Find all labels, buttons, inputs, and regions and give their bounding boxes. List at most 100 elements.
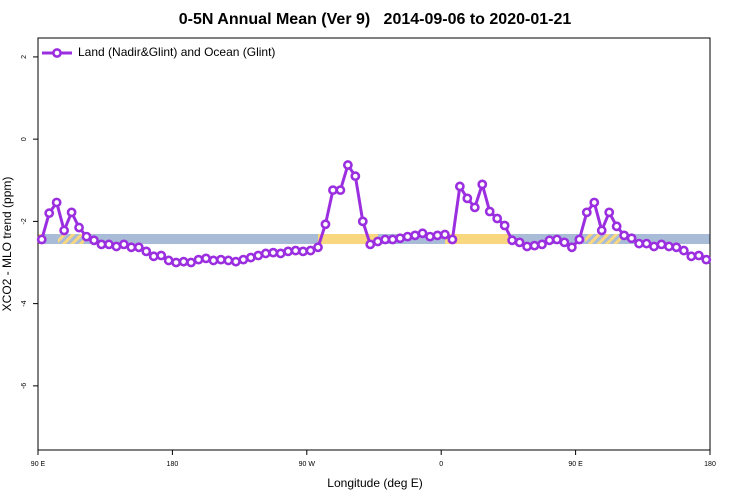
point	[395, 233, 406, 244]
legend-label: Land (Nadir&Glint) and Ocean (Glint)	[78, 45, 275, 59]
point	[126, 242, 137, 253]
point	[537, 239, 547, 250]
point	[141, 246, 152, 257]
point	[701, 254, 712, 265]
point	[417, 228, 428, 239]
point	[305, 245, 316, 256]
point	[432, 230, 443, 241]
point	[626, 233, 637, 244]
point	[163, 255, 174, 266]
point	[320, 219, 331, 230]
point	[133, 242, 144, 253]
point	[238, 254, 249, 265]
point	[268, 247, 279, 258]
point	[552, 234, 562, 245]
point	[89, 235, 99, 246]
point	[619, 230, 630, 241]
point	[118, 239, 129, 250]
point	[253, 250, 264, 261]
point	[544, 235, 555, 246]
point	[529, 240, 540, 251]
point	[499, 220, 510, 231]
point	[447, 234, 458, 245]
y-axis-label: XCO2 - MLO trend (ppm)	[0, 177, 14, 312]
point	[335, 185, 346, 196]
point	[604, 207, 615, 218]
x-tick-label: 90 W	[299, 461, 316, 468]
point	[387, 234, 398, 245]
point	[223, 255, 234, 266]
point	[74, 222, 84, 233]
point	[245, 252, 256, 263]
y-tick-label: 0	[21, 137, 28, 141]
point	[51, 197, 62, 208]
point	[36, 234, 47, 245]
x-tick-label: 0	[439, 461, 443, 468]
point	[44, 208, 55, 219]
point	[66, 207, 77, 218]
x-tick-label: 180	[167, 461, 179, 468]
y-tick-label: 2	[21, 55, 28, 59]
point	[469, 202, 480, 213]
point	[156, 250, 167, 261]
point	[380, 234, 391, 245]
point	[372, 236, 383, 247]
x-tick-label: 90 E	[568, 461, 583, 468]
point	[193, 254, 204, 265]
point	[171, 257, 182, 268]
point	[559, 237, 570, 248]
point	[678, 245, 689, 256]
point	[425, 231, 435, 242]
point	[357, 216, 368, 227]
x-tick-label: 90 E	[31, 461, 46, 468]
point	[275, 248, 286, 259]
y-tick-label: -4	[21, 300, 28, 306]
point	[283, 246, 294, 257]
point	[634, 238, 644, 249]
point	[313, 242, 323, 253]
point	[649, 241, 659, 252]
point	[462, 193, 473, 204]
point	[686, 251, 697, 262]
point	[507, 235, 518, 246]
point	[589, 197, 600, 208]
point	[81, 231, 92, 242]
point	[230, 256, 241, 267]
point	[59, 225, 70, 236]
point	[671, 242, 682, 253]
point	[566, 242, 577, 253]
point	[178, 256, 189, 267]
point	[148, 251, 159, 262]
point	[328, 185, 338, 196]
point	[104, 239, 114, 250]
point	[208, 255, 219, 266]
point	[522, 241, 532, 252]
point	[111, 241, 122, 252]
point	[492, 213, 503, 224]
point	[186, 257, 196, 268]
y-tick-label: -6	[21, 383, 28, 389]
legend-marker	[52, 48, 62, 58]
x-axis-label: Longitude (deg E)	[327, 476, 422, 490]
point	[693, 250, 704, 261]
point	[201, 253, 211, 264]
point	[611, 221, 622, 232]
point	[402, 231, 413, 242]
point	[350, 171, 361, 182]
point	[96, 239, 107, 250]
point	[484, 206, 495, 217]
point	[440, 229, 450, 240]
point	[641, 238, 652, 249]
y-tick-label: -2	[21, 218, 28, 224]
point	[216, 254, 226, 265]
point	[574, 234, 585, 245]
point	[260, 248, 271, 259]
plot-frame	[37, 37, 711, 451]
point	[410, 230, 420, 241]
point	[514, 237, 525, 248]
point	[454, 181, 465, 192]
point	[365, 239, 376, 250]
point	[581, 207, 592, 218]
